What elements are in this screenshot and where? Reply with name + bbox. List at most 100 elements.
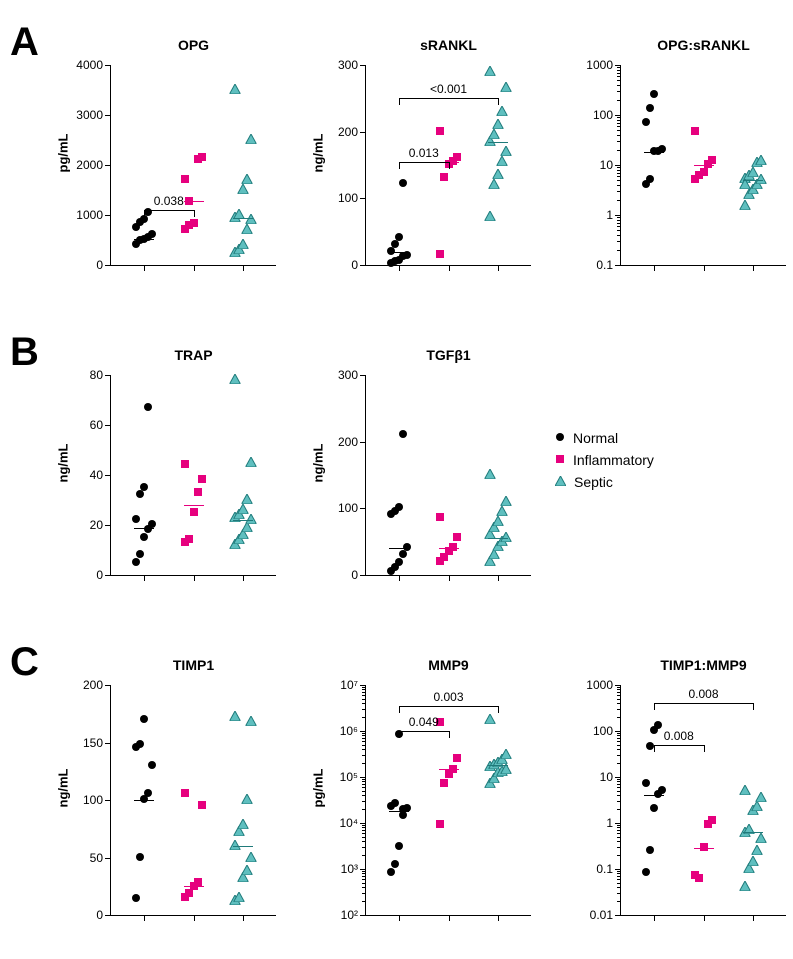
data-point [739,784,750,798]
median-line [389,252,409,253]
y-tick-label: 0.01 [590,908,613,922]
data-point [135,738,145,752]
chart-timp1:mmp9: TIMP1:MMP90.010.111010010000.0080.008 [620,685,786,916]
data-point [649,88,659,102]
y-tick-label: 4000 [76,58,103,72]
data-point [439,171,449,185]
data-point [246,715,257,729]
chart-title: TGFβ1 [366,347,531,363]
data-point [242,493,253,507]
median-line [743,180,763,181]
y-tick-label: 10⁴ [339,816,358,830]
significance-label: 0.038 [154,194,184,208]
y-tick-label: 10⁶ [340,724,358,738]
data-point [139,481,149,495]
data-point [180,787,190,801]
data-point [452,151,462,165]
y-tick-label: 10⁵ [340,770,358,784]
data-point [641,116,651,130]
y-tick-label: 200 [338,125,358,139]
y-tick-label: 0 [96,568,103,582]
data-point [242,173,253,187]
data-point [189,217,199,231]
data-point [398,177,408,191]
data-point [193,876,203,890]
chart-title: OPG:sRANKL [621,37,786,53]
median-line [644,795,664,796]
y-tick-label: 50 [90,851,103,865]
y-tick-label: 10 [600,158,613,172]
panel-label-B: B [10,330,39,375]
y-tick-label: 60 [90,418,103,432]
data-point [238,818,249,832]
y-tick-label: 200 [83,678,103,692]
data-point [645,102,655,116]
y-axis-label: ng/mL [311,153,326,173]
significance-label: 0.013 [409,146,439,160]
data-point [233,891,244,905]
chart-srankl: sRANKLng/mL01002003000.013<0.001 [365,65,531,266]
data-point [756,832,767,846]
data-point [147,228,157,242]
significance-label: 0.049 [409,715,439,729]
median-line [184,886,204,887]
data-point [184,533,194,547]
data-point [394,501,404,515]
data-point [694,872,704,886]
data-point [229,710,240,724]
y-tick-label: 3000 [76,108,103,122]
data-point [246,133,257,147]
median-line [134,528,154,529]
median-line [488,765,508,766]
data-point [180,173,190,187]
data-point [756,791,767,805]
panel-label-A: A [10,20,39,65]
y-tick-label: 10 [600,770,613,784]
data-point [645,844,655,858]
data-point [147,759,157,773]
data-point [493,118,504,132]
data-point [242,793,253,807]
data-point [189,506,199,520]
data-point [238,238,249,252]
significance-label: <0.001 [430,82,467,96]
data-point [131,892,141,906]
median-line [439,769,459,770]
y-tick-label: 0.1 [596,258,613,272]
data-point [501,145,512,159]
data-point [452,531,462,545]
legend-label: Inflammatory [573,452,654,468]
y-tick-label: 40 [90,468,103,482]
data-point [484,713,495,727]
data-point [649,802,659,816]
median-line [233,218,253,219]
data-point [484,65,495,79]
data-point [452,752,462,766]
median-line [439,548,459,549]
data-point [398,428,408,442]
data-point [484,468,495,482]
data-point [435,511,445,525]
panel-label-C: C [10,640,39,685]
data-point [233,208,244,222]
data-point [645,173,655,187]
y-tick-label: 10⁷ [340,678,358,692]
y-tick-label: 100 [593,724,613,738]
y-tick-label: 0 [351,258,358,272]
y-tick-label: 1 [606,208,613,222]
median-line [184,505,204,506]
median-line [743,832,763,833]
chart-tgfβ1: TGFβ1ng/mL0100200300 [365,375,531,576]
chart-mmp9: MMP9pg/mL10²10³10⁴10⁵10⁶10⁷0.0490.003 [365,685,531,916]
data-point [139,713,149,727]
data-point [435,125,445,139]
chart-opg:srankl: OPG:sRANKL0.11101001000 [620,65,786,266]
legend-marker [555,475,566,489]
data-point [657,143,667,157]
data-point [484,210,495,224]
y-tick-label: 10³ [341,862,358,876]
legend-marker [555,431,565,445]
y-tick-label: 20 [90,518,103,532]
data-point [246,213,257,227]
data-point [641,866,651,880]
